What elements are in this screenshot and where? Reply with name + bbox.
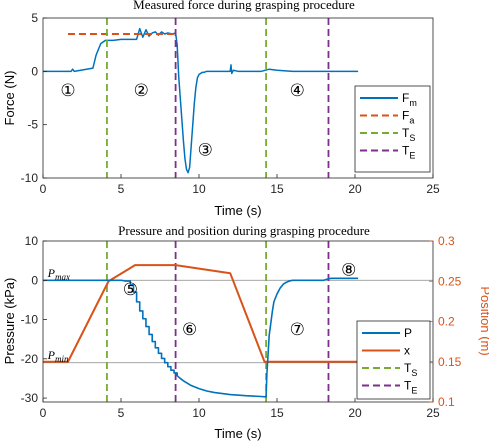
phase-label: ② bbox=[134, 81, 149, 100]
series-Fm bbox=[43, 27, 359, 174]
x-tick-label: 15 bbox=[270, 182, 284, 196]
y-axis-left-label: Pressure (kPa) bbox=[2, 278, 17, 365]
y-axis-label: Force (N) bbox=[2, 71, 17, 126]
chart-title: Pressure and position during grasping pr… bbox=[118, 223, 370, 238]
x-tick-label: 0 bbox=[40, 406, 47, 420]
y-tick-label: 10 bbox=[25, 234, 39, 248]
x-tick-label: 25 bbox=[426, 406, 440, 420]
y-axis-left: -30 -20 -10 0 10 bbox=[21, 234, 47, 405]
pressure-position-chart: Pressure and position during grasping pr… bbox=[2, 223, 489, 441]
legend-label-P: P bbox=[404, 326, 412, 340]
y-right-tick-label: 0.1 bbox=[438, 395, 455, 409]
x-tick-label: 15 bbox=[270, 406, 284, 420]
y-axis-right-label: Position (m) bbox=[478, 286, 489, 355]
x-tick-label: 0 bbox=[40, 182, 47, 196]
y-right-tick-label: 0.2 bbox=[438, 315, 455, 329]
y-tick-label: 0 bbox=[31, 64, 38, 78]
legend-box bbox=[354, 85, 431, 173]
y-axis: -10 -5 0 5 bbox=[21, 11, 47, 185]
y-tick-label: -20 bbox=[21, 352, 39, 366]
legend-label-x: x bbox=[404, 344, 410, 358]
x-axis: 0 5 10 15 20 25 bbox=[40, 398, 440, 420]
chart-title: Measured force during grasping procedure bbox=[133, 0, 355, 12]
y-tick-label: -5 bbox=[27, 118, 38, 132]
x-tick-label: 10 bbox=[192, 406, 206, 420]
x-tick-label: 10 bbox=[192, 182, 206, 196]
y-tick-label: -10 bbox=[21, 313, 39, 327]
x-tick-label: 20 bbox=[348, 406, 362, 420]
x-tick-label: 5 bbox=[118, 406, 125, 420]
phase-labels: ① ② ③ ④ bbox=[60, 81, 305, 160]
phase-label: ⑦ bbox=[290, 320, 305, 339]
plot-area bbox=[43, 18, 359, 178]
x-tick-label: 25 bbox=[426, 182, 440, 196]
y-right-tick-label: 0.25 bbox=[438, 274, 462, 288]
y-axis-right: 0.1 0.15 0.2 0.25 0.3 bbox=[429, 234, 462, 409]
y-tick-label: -30 bbox=[21, 391, 39, 405]
phase-label: ④ bbox=[290, 81, 305, 100]
x-tick-label: 5 bbox=[118, 182, 125, 196]
x-axis-label: Time (s) bbox=[214, 203, 261, 218]
phase-label: ⑤ bbox=[123, 280, 138, 299]
y-right-tick-label: 0.3 bbox=[438, 234, 455, 248]
phase-label: ① bbox=[60, 81, 75, 100]
x-tick-label: 20 bbox=[348, 182, 362, 196]
phase-label: ⑥ bbox=[182, 320, 197, 339]
series-x bbox=[43, 264, 359, 363]
x-axis: 0 5 10 15 20 25 bbox=[40, 174, 440, 196]
y-tick-label: 5 bbox=[31, 11, 38, 25]
y-right-tick-label: 0.15 bbox=[438, 355, 462, 369]
y-tick-label: 0 bbox=[31, 273, 38, 287]
x-axis-label: Time (s) bbox=[214, 426, 261, 441]
series-P bbox=[43, 277, 359, 398]
y-tick-label: -10 bbox=[21, 171, 39, 185]
phase-label: ⑧ bbox=[341, 261, 356, 280]
force-chart: Measured force during grasping procedure… bbox=[2, 0, 440, 218]
axes-box bbox=[42, 17, 434, 179]
phase-label: ③ bbox=[198, 141, 213, 160]
phase-labels: ⑤ ⑥ ⑦ ⑧ bbox=[123, 261, 357, 339]
